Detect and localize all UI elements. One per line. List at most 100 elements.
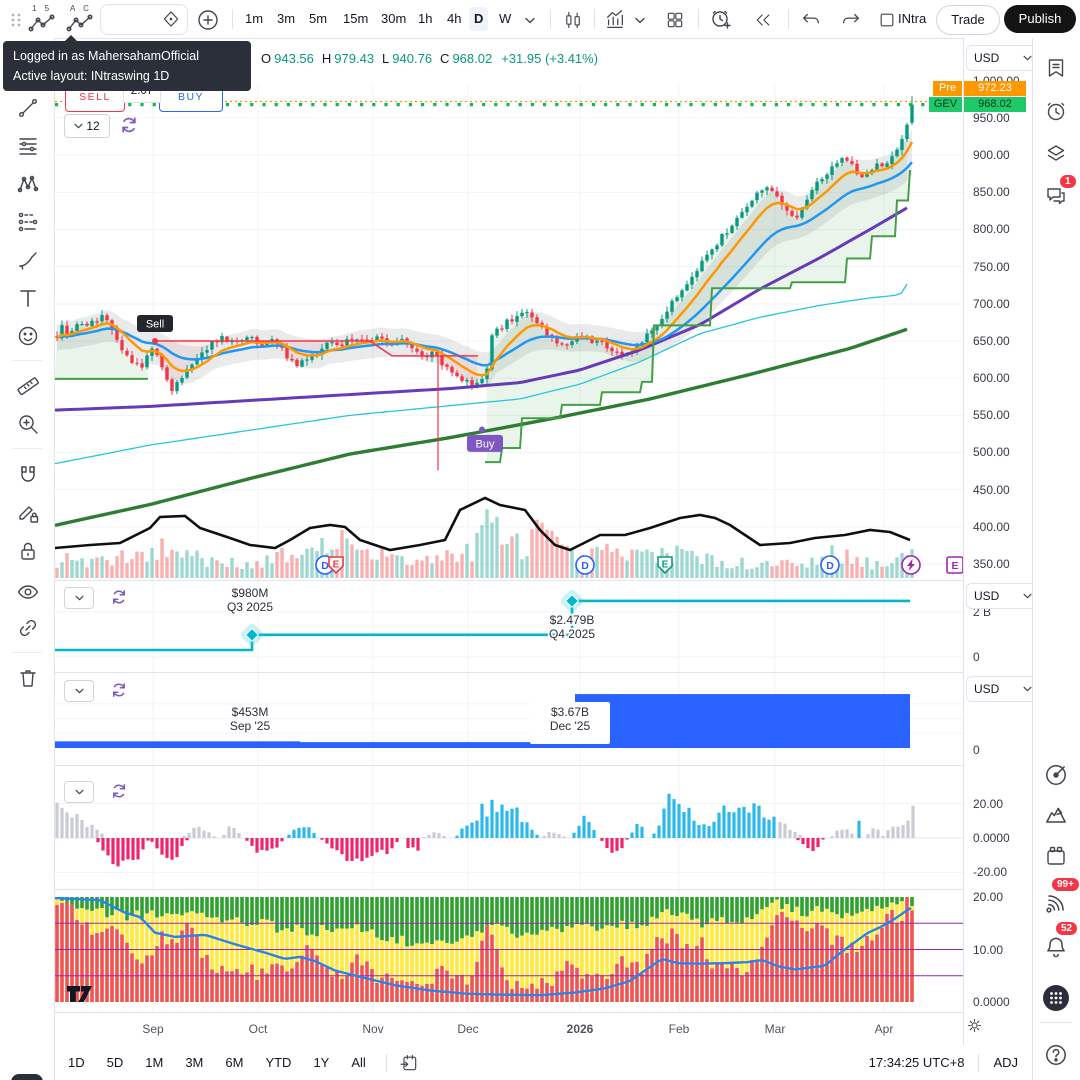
timeframe-1h[interactable]: 1h <box>418 11 433 26</box>
chevron-down-icon <box>525 17 535 23</box>
timeframe-menu-chevron[interactable] <box>517 7 543 33</box>
screener-button[interactable] <box>1042 761 1070 789</box>
chart-style-button[interactable] <box>560 7 586 33</box>
bars-count-value: 12 <box>86 119 100 133</box>
range-6M[interactable]: 6M <box>225 1055 244 1070</box>
chevron-down-icon <box>74 123 83 129</box>
brush-icon <box>19 252 37 270</box>
panel4-dropdown[interactable] <box>64 781 94 803</box>
magnet-mode[interactable] <box>14 461 42 489</box>
favorite-layout-1-button[interactable]: 1 5 <box>24 4 60 34</box>
panel2-dropdown[interactable] <box>64 587 94 609</box>
alerts-button[interactable] <box>1042 97 1070 125</box>
panel-separator[interactable] <box>55 765 1032 766</box>
panel-separator[interactable] <box>55 672 1032 673</box>
favorites-toolbar-toggle[interactable] <box>11 1074 43 1080</box>
timeframe-3m[interactable]: 3m <box>277 11 296 26</box>
lock-all-drawings[interactable] <box>14 537 42 565</box>
timeframe-1m[interactable]: 1m <box>245 11 264 26</box>
layout-grid-button[interactable] <box>662 7 688 33</box>
remove-objects[interactable] <box>14 664 42 692</box>
range-1Y[interactable]: 1Y <box>313 1055 330 1070</box>
range-3M[interactable]: 3M <box>185 1055 204 1070</box>
notifications-button[interactable] <box>1042 933 1070 961</box>
undo-button[interactable] <box>798 7 824 33</box>
ideas-button[interactable] <box>1042 801 1070 829</box>
indicators-chevron[interactable] <box>632 7 648 33</box>
bars-count-dropdown[interactable]: 12 <box>64 114 110 138</box>
watchlist-button[interactable] <box>1042 54 1070 82</box>
publish-button[interactable]: Publish <box>1004 5 1076 33</box>
help-button[interactable] <box>1042 1041 1070 1069</box>
sync-icon[interactable] <box>110 681 128 704</box>
adj-toggle[interactable]: ADJ <box>993 1055 1018 1070</box>
favorite-layout-2-button[interactable]: A C <box>62 4 98 34</box>
symbol-search-box[interactable] <box>100 4 188 35</box>
range-YTD[interactable]: YTD <box>265 1055 292 1070</box>
trade-button[interactable]: Trade <box>936 5 1000 35</box>
range-1M[interactable]: 1M <box>145 1055 164 1070</box>
hide-all-drawings[interactable] <box>14 578 42 606</box>
sync-icon[interactable] <box>110 782 128 805</box>
timeframe-D-selected[interactable]: D <box>469 7 489 31</box>
range-1D[interactable]: 1D <box>68 1055 85 1070</box>
chat-button[interactable] <box>1042 182 1070 210</box>
timeframe-30m[interactable]: 30m <box>381 11 407 26</box>
go-to-date-button[interactable] <box>399 1053 419 1073</box>
zoom-in-tool[interactable] <box>14 410 42 438</box>
sync-icon[interactable] <box>110 588 128 611</box>
fib-retracement-tool[interactable] <box>14 132 42 160</box>
trend-line-tool[interactable] <box>14 94 42 122</box>
apps-menu-button[interactable] <box>1042 984 1070 1012</box>
toolbar-separator <box>594 9 595 29</box>
redo-button[interactable] <box>838 7 864 33</box>
price-scale-column[interactable]: USD USD USD 1,000.00950.00900.00850.0080… <box>963 0 1040 1080</box>
timeframe-15m[interactable]: 15m <box>343 11 369 26</box>
forecast-tool[interactable] <box>14 208 42 236</box>
time-axis-label: Feb <box>668 1022 690 1036</box>
change-value: +31.95 (+3.41%) <box>501 51 599 66</box>
create-alert-button[interactable] <box>708 7 734 33</box>
main-currency-dropdown[interactable]: USD <box>966 45 1040 71</box>
xabcd-pattern-tool[interactable] <box>14 170 42 198</box>
alert-clock-icon <box>1047 102 1065 121</box>
broadcast-button[interactable] <box>1042 889 1070 917</box>
emoji-tool[interactable] <box>14 322 42 350</box>
compare-add-button[interactable] <box>195 7 221 33</box>
object-tree-button[interactable] <box>1042 139 1070 167</box>
panel2-currency-dropdown[interactable]: USD <box>966 583 1040 609</box>
drag-handle-icon[interactable] <box>3 7 29 33</box>
layers-icon <box>1047 145 1065 161</box>
sync-icon[interactable] <box>119 115 139 140</box>
link-tool[interactable] <box>14 614 42 642</box>
momentum-panel-canvas[interactable] <box>55 765 963 889</box>
panel3-dropdown[interactable] <box>64 680 94 702</box>
calendar-button[interactable] <box>1042 842 1070 870</box>
panel-separator[interactable] <box>55 580 1032 581</box>
brush-tool[interactable] <box>14 246 42 274</box>
bar-replay-button[interactable] <box>750 7 776 33</box>
panel3-currency-dropdown[interactable]: USD <box>966 676 1040 702</box>
stochastic-panel-canvas[interactable] <box>55 890 963 1012</box>
range-All[interactable]: All <box>351 1055 366 1070</box>
time-axis[interactable]: Sep Oct Nov Dec 2026 Feb Mar Apr <box>55 1012 963 1045</box>
active-layout-name[interactable]: INtra <box>898 11 927 26</box>
maximize-button[interactable] <box>874 7 900 33</box>
indicators-button[interactable] <box>602 7 628 33</box>
timeframe-W[interactable]: W <box>499 11 512 26</box>
clock[interactable]: 17:34:25 UTC+8 <box>868 1055 965 1070</box>
measure-tool[interactable] <box>14 372 42 400</box>
range-5D[interactable]: 5D <box>106 1055 124 1070</box>
panel-separator[interactable] <box>55 889 1032 890</box>
text-tool[interactable] <box>14 284 42 312</box>
timeframe-4h[interactable]: 4h <box>447 11 462 26</box>
timeframe-5m[interactable]: 5m <box>309 11 328 26</box>
scale-settings-button[interactable] <box>965 1016 989 1040</box>
buy-marker: Buy <box>467 434 503 452</box>
drawing-edit-lock[interactable] <box>14 499 42 527</box>
zoom-in-icon <box>19 415 38 434</box>
